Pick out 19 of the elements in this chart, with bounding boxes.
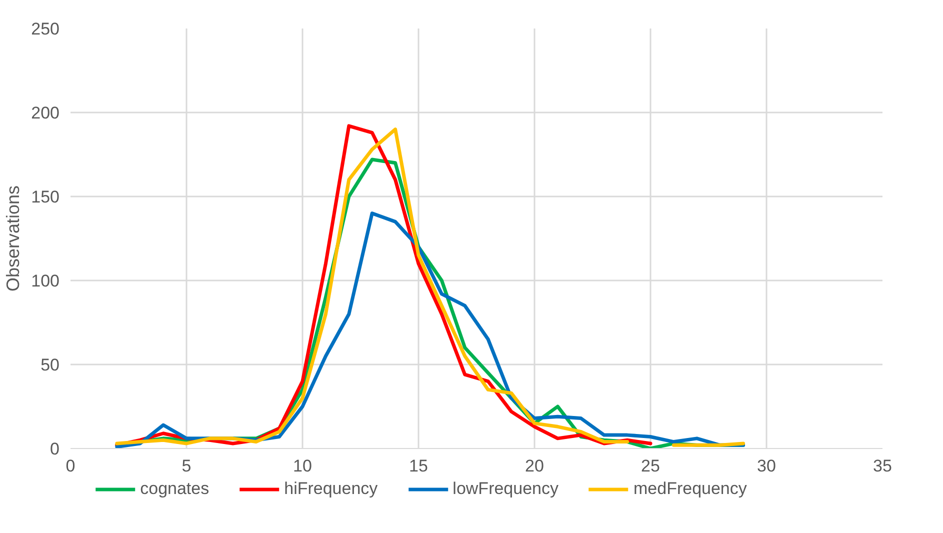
- x-tick-label: 20: [525, 456, 544, 476]
- x-tick-label: 10: [293, 456, 312, 476]
- y-axis-title: Observations: [3, 185, 24, 292]
- legend-label: medFrequency: [634, 479, 747, 499]
- y-tick-label: 100: [31, 272, 60, 290]
- x-tick-label: 30: [757, 456, 776, 476]
- legend-label: lowFrequency: [452, 479, 558, 499]
- x-tick-label: 0: [66, 456, 76, 476]
- x-tick-label: 15: [409, 456, 428, 476]
- y-tick-label: 250: [31, 20, 60, 38]
- legend-label: cognates: [140, 479, 210, 499]
- x-tick-label: 35: [873, 456, 892, 476]
- y-tick-label: 150: [31, 188, 60, 206]
- x-tick-label: 5: [182, 456, 192, 476]
- y-tick-label: 0: [50, 440, 60, 458]
- y-tick-label: 50: [40, 356, 60, 374]
- x-tick-label: 25: [641, 456, 660, 476]
- legend-label: hiFrequency: [284, 479, 378, 499]
- y-tick-label: 200: [31, 104, 60, 122]
